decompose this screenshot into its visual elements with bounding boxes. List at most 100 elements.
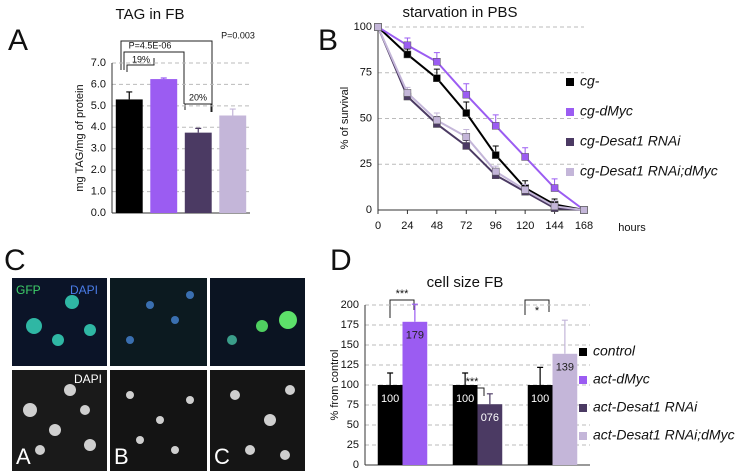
annotation: *	[535, 305, 540, 317]
y-tick-label: 25	[347, 439, 359, 451]
y-tick-label: 7.0	[91, 57, 106, 69]
annotation: P=4.5E-06	[129, 40, 172, 50]
value-label: 139	[556, 362, 574, 374]
point	[433, 74, 441, 82]
error-bar	[229, 108, 236, 116]
y-tick-label: 75	[360, 67, 372, 79]
bar	[452, 385, 478, 465]
point	[491, 151, 500, 159]
chart-title: TAG in FB	[116, 6, 185, 23]
error-bar	[195, 127, 202, 133]
y-tick-label: 100	[354, 21, 372, 33]
bracket	[120, 40, 213, 112]
error-bar	[486, 393, 493, 405]
image-label: A	[16, 444, 31, 469]
point	[550, 202, 559, 211]
error-bar	[411, 303, 418, 322]
point	[462, 133, 471, 141]
bracket	[389, 299, 415, 318]
x-axis-label: hours	[618, 222, 646, 234]
error-bar	[462, 372, 469, 385]
error-bar	[561, 319, 568, 354]
legend-swatch	[566, 108, 574, 116]
error-bar	[387, 372, 394, 385]
value-label: 100	[531, 393, 549, 405]
legend-label: cg-dMyc	[580, 103, 633, 119]
legend-label: act-Desat1 RNAi;dMyc	[593, 427, 735, 443]
bar	[377, 385, 403, 465]
chart-title: cell size FB	[427, 274, 504, 291]
chart-title: starvation in PBS	[402, 4, 517, 21]
panel-label: B	[318, 24, 338, 57]
y-tick-label: 0.0	[91, 207, 106, 219]
series-line	[377, 26, 585, 211]
y-tick-label: 75	[347, 399, 359, 411]
bar	[219, 115, 247, 213]
legend-label: cg-Desat1 RNAi	[580, 133, 681, 149]
bar	[402, 321, 428, 465]
point	[462, 109, 471, 117]
point	[462, 142, 471, 150]
y-tick-label: 5.0	[91, 100, 106, 112]
bracket	[123, 51, 185, 104]
bar	[477, 404, 503, 465]
legend-label: control	[593, 343, 636, 359]
point	[433, 116, 441, 125]
legend-swatch	[579, 432, 587, 440]
legend-label: act-Desat1 RNAi	[593, 399, 698, 415]
point	[491, 167, 500, 176]
error-bar	[537, 366, 544, 385]
bracket	[184, 103, 212, 112]
point	[374, 23, 382, 31]
panel-label: A	[8, 24, 28, 57]
bar	[527, 385, 553, 465]
x-tick-label: 48	[431, 220, 443, 232]
image-label: C	[214, 444, 230, 469]
x-tick-label: 72	[460, 220, 472, 232]
image	[110, 278, 207, 366]
legend-label: cg-	[580, 73, 600, 89]
value-label: 076	[481, 412, 499, 424]
micrographs: C GFP DAPI DAPI A B C	[4, 244, 305, 471]
point	[462, 90, 471, 99]
value-label: 179	[406, 330, 424, 342]
nuclei	[23, 384, 295, 460]
bar	[552, 353, 578, 465]
channel-label: GFP	[16, 283, 41, 297]
error-bar	[126, 91, 133, 100]
y-tick-label: 3.0	[91, 143, 106, 155]
point	[580, 206, 588, 214]
x-tick-label: 96	[490, 220, 502, 232]
image-label: B	[114, 444, 129, 469]
y-tick-label: 200	[341, 299, 359, 311]
x-tick-label: 120	[516, 220, 534, 232]
legend-swatch	[566, 78, 574, 86]
y-tick-label: 25	[360, 158, 372, 170]
series-line	[377, 26, 585, 211]
panel-label: D	[330, 244, 352, 277]
series-line	[377, 26, 585, 211]
y-tick-label: 2.0	[91, 164, 106, 176]
x-tick-label: 144	[545, 220, 563, 232]
y-tick-label: 100	[341, 379, 359, 391]
bar	[184, 132, 212, 213]
point	[521, 186, 529, 194]
value-label: 100	[381, 393, 399, 405]
legend-swatch	[579, 348, 587, 356]
error-bar	[160, 77, 167, 80]
y-tick-label: 0	[366, 204, 372, 216]
y-axis-label: mg TAG/mg of protein	[74, 84, 86, 191]
annotation: 19%	[132, 54, 150, 64]
y-axis-label: % of survival	[339, 87, 351, 149]
y-tick-label: 175	[341, 319, 359, 331]
legend-label: cg-Desat1 RNAi;dMyc	[580, 163, 718, 179]
y-tick-label: 150	[341, 339, 359, 351]
y-tick-label: 6.0	[91, 78, 106, 90]
x-tick-label: 0	[375, 220, 381, 232]
legend-swatch	[579, 404, 587, 412]
legend-label: act-dMyc	[593, 371, 650, 387]
bar	[115, 99, 143, 213]
bracket	[524, 299, 550, 315]
x-tick-label: 24	[401, 220, 413, 232]
channel-label: DAPI	[74, 372, 102, 386]
